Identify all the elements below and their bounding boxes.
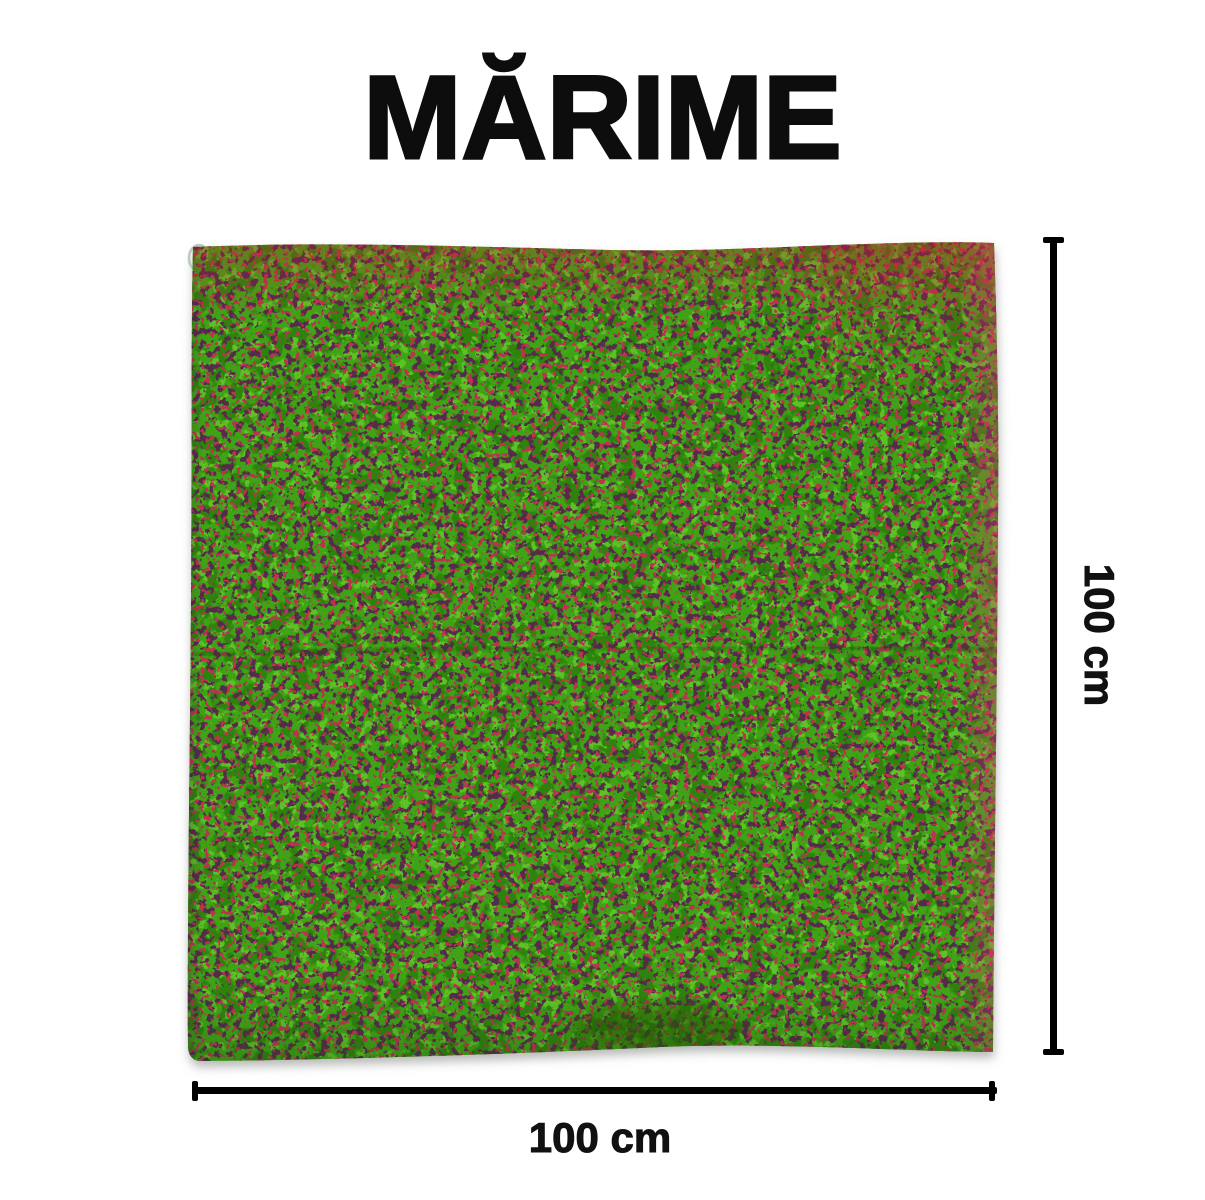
vertical-dimension-line xyxy=(1050,240,1057,1053)
horizontal-dimension-line xyxy=(194,1087,997,1094)
page-title: MĂRIME xyxy=(362,52,844,185)
mat-dark-patch xyxy=(570,1002,740,1054)
vertical-dimension-bottom-cap xyxy=(1043,1049,1064,1055)
moss-texture xyxy=(187,242,999,1061)
mat-vertical-crease xyxy=(754,251,760,541)
height-label: 100 cm xyxy=(1076,563,1124,707)
horizontal-dimension-right-cap xyxy=(989,1081,995,1101)
width-label: 100 cm xyxy=(528,1114,672,1162)
vertical-dimension-top-cap xyxy=(1043,237,1064,243)
mat-seam-crease xyxy=(190,645,994,657)
horizontal-dimension-left-cap xyxy=(192,1081,198,1101)
